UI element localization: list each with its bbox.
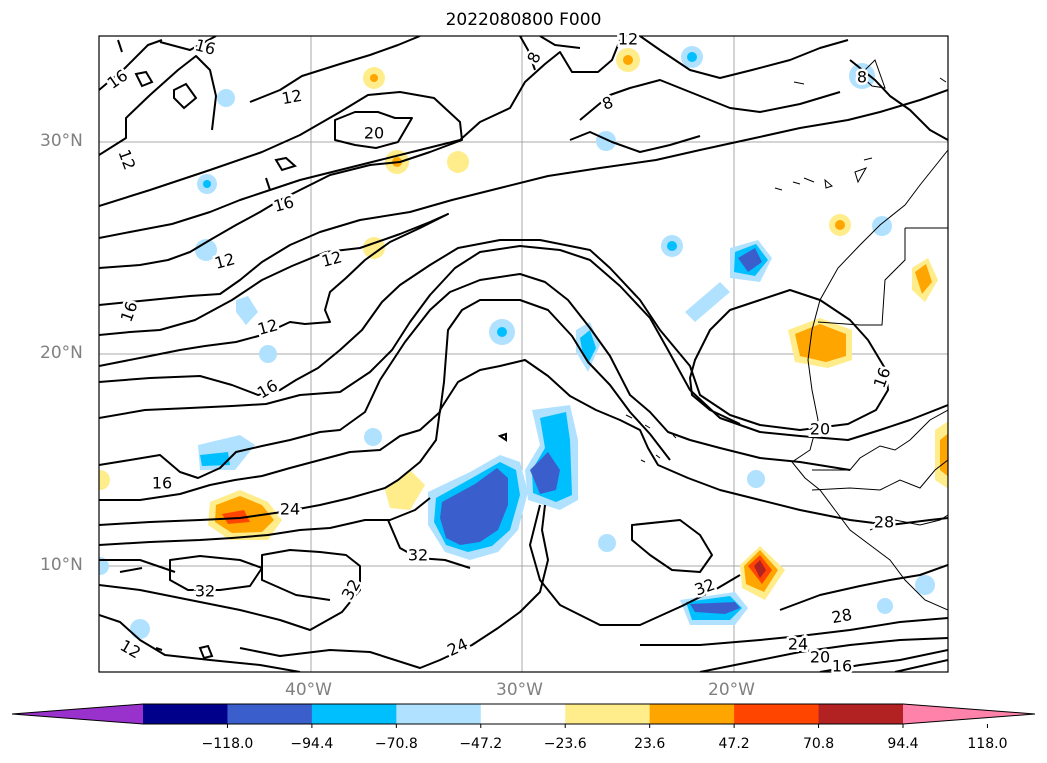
contour-label-halo: 12 (618, 30, 638, 49)
contour-label-halo: 20 (810, 648, 830, 667)
lon-label-20w: 20°W (708, 680, 755, 700)
contour-label: 16 (193, 35, 218, 59)
contour-label: 20 (810, 648, 830, 667)
colorbar-segment (480, 704, 566, 724)
contour-label: 12 (255, 315, 280, 339)
contour-label-halo: 12 (280, 86, 303, 108)
contour-label: 20 (810, 420, 830, 439)
contour-label-halo: 16 (832, 657, 852, 676)
map-frame (98, 35, 949, 673)
colorbar-tick-label: −94.4 (290, 736, 334, 752)
contour-label: 24 (280, 500, 300, 519)
contour-label-halo: 8 (857, 68, 867, 87)
map-title: 2022080800 F000 (445, 10, 602, 30)
colorbar-tick-label: 70.8 (802, 736, 835, 752)
shaded-anomalies (99, 46, 948, 639)
contour-label-halo: 16 (152, 474, 172, 493)
colorbar-tick-label: 118.0 (967, 736, 1008, 752)
contour-label: 12 (280, 86, 303, 108)
contour-label: 12 (319, 247, 344, 271)
colorbar-tick-label: 23.6 (634, 736, 666, 752)
colorbar-outline (11, 703, 1036, 725)
contour-label-halo: 32 (195, 582, 215, 601)
colorbar-segment (143, 704, 228, 724)
colorbar-segment (649, 704, 735, 724)
contour-label: 8 (523, 49, 545, 66)
contour-label-halo: 20 (810, 420, 830, 439)
contour-label-halo: 24 (280, 500, 300, 519)
colorbar-segment (311, 704, 397, 724)
contour-label-halo: 24 (788, 635, 808, 654)
colorbar-tick-label: −70.8 (374, 736, 418, 752)
colorbar-segment (227, 704, 313, 724)
colorbar-segment (565, 704, 651, 724)
contour-label: 8 (857, 68, 867, 87)
colorbar-tick-label: 47.2 (718, 736, 750, 752)
colorbar-tick-label: −47.2 (459, 736, 503, 752)
lat-label-30n: 30°N (40, 131, 83, 151)
colorbar-tick-label: −118.0 (201, 736, 254, 752)
contour-label: 16 (104, 66, 132, 93)
contour-label: 12 (212, 249, 237, 273)
contour-label: 16 (254, 376, 281, 403)
colorbar-segment (818, 704, 904, 724)
colorbar-tick-label: −23.6 (543, 736, 587, 752)
contour-label: 28 (874, 513, 894, 532)
contour-label: 12 (618, 30, 638, 49)
contour-label: 20 (364, 124, 384, 143)
contour-label: 12 (115, 147, 140, 173)
contour-label: 32 (408, 546, 428, 565)
contour-label-halo: 28 (874, 513, 894, 532)
contour-label: 16 (271, 192, 296, 216)
contour-label: 32 (195, 582, 215, 601)
contour-label: 16 (870, 365, 895, 391)
colorbar-segment (734, 704, 820, 724)
colorbar-extend-max (903, 704, 1035, 724)
contour-label: 16 (152, 474, 172, 493)
lon-label-30w: 30°W (496, 680, 543, 700)
colorbar-segment (396, 704, 482, 724)
contour-label-halo: 32 (408, 546, 428, 565)
lat-label-20n: 20°N (40, 343, 83, 363)
colorbar (11, 703, 1036, 728)
colorbar-extend-min (12, 704, 143, 724)
contour-label: 16 (832, 657, 852, 676)
lat-label-10n: 10°N (40, 555, 83, 575)
contour-label: 8 (600, 92, 616, 113)
contour-label: 28 (830, 605, 853, 627)
colorbar-tick-label: 94.4 (887, 736, 919, 752)
contour-label: 24 (788, 635, 808, 654)
contour-lines (99, 36, 948, 672)
contour-label-halo: 20 (364, 124, 384, 143)
lon-label-40w: 40°W (285, 680, 332, 700)
